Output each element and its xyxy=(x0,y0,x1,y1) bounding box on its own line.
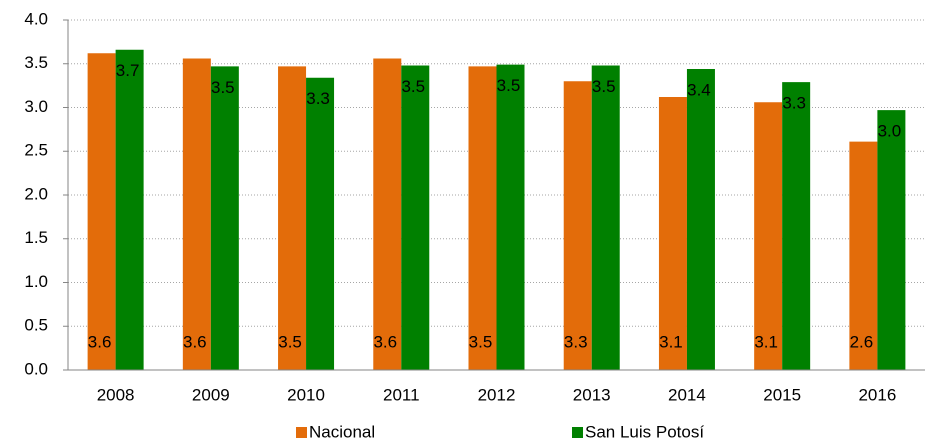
legend-swatch xyxy=(296,427,307,438)
bar xyxy=(849,141,878,370)
x-tick-label: 2015 xyxy=(763,385,801,404)
y-tick-label: 3.5 xyxy=(24,53,48,72)
data-label: 3.3 xyxy=(564,332,588,351)
bar xyxy=(782,82,811,370)
bar xyxy=(754,102,783,370)
bar xyxy=(278,66,307,370)
y-tick-label: 1.0 xyxy=(24,272,48,291)
y-tick-label: 3.0 xyxy=(24,97,48,116)
bar xyxy=(591,65,620,370)
data-label: 3.0 xyxy=(878,122,902,141)
y-tick-label: 2.0 xyxy=(24,184,48,203)
legend-swatch xyxy=(572,427,583,438)
bar xyxy=(468,66,497,370)
x-tick-label: 2014 xyxy=(668,385,706,404)
data-label: 3.7 xyxy=(116,61,140,80)
x-tick-label: 2013 xyxy=(573,385,611,404)
data-label: 3.5 xyxy=(278,332,302,351)
y-tick-label: 1.5 xyxy=(24,228,48,247)
y-tick-label: 2.5 xyxy=(24,141,48,160)
bar xyxy=(658,97,687,370)
legend-label: Nacional xyxy=(309,422,375,441)
y-tick-label: 0.5 xyxy=(24,316,48,335)
bar xyxy=(373,58,402,370)
data-label: 3.3 xyxy=(306,89,330,108)
data-label: 3.3 xyxy=(782,94,806,113)
bar xyxy=(306,77,335,370)
y-tick-label: 0.0 xyxy=(24,359,48,378)
x-tick-label: 2009 xyxy=(192,385,230,404)
legend-label: San Luis Potosí xyxy=(585,422,704,441)
bar xyxy=(210,66,239,370)
data-label: 3.6 xyxy=(183,332,207,351)
data-label: 3.5 xyxy=(497,76,521,95)
bar xyxy=(496,64,525,370)
x-tick-label: 2016 xyxy=(858,385,896,404)
x-tick-label: 2011 xyxy=(383,385,420,404)
bar xyxy=(686,69,715,370)
data-label: 3.5 xyxy=(592,77,616,96)
data-label: 3.5 xyxy=(469,332,493,351)
x-tick-label: 2012 xyxy=(478,385,516,404)
bar xyxy=(563,81,592,370)
data-label: 2.6 xyxy=(850,332,874,351)
bar xyxy=(401,65,430,370)
data-label: 3.4 xyxy=(687,80,711,99)
data-label: 3.6 xyxy=(373,332,397,351)
data-label: 3.6 xyxy=(88,332,112,351)
data-label: 3.1 xyxy=(659,332,683,351)
x-tick-label: 2010 xyxy=(287,385,325,404)
data-label: 3.5 xyxy=(211,78,235,97)
data-label: 3.1 xyxy=(754,332,778,351)
bar xyxy=(115,49,144,370)
y-tick-label: 4.0 xyxy=(24,9,48,28)
bar xyxy=(87,53,116,370)
bar xyxy=(182,58,211,370)
bar xyxy=(877,110,906,370)
x-tick-label: 2008 xyxy=(97,385,135,404)
data-label: 3.5 xyxy=(401,77,425,96)
